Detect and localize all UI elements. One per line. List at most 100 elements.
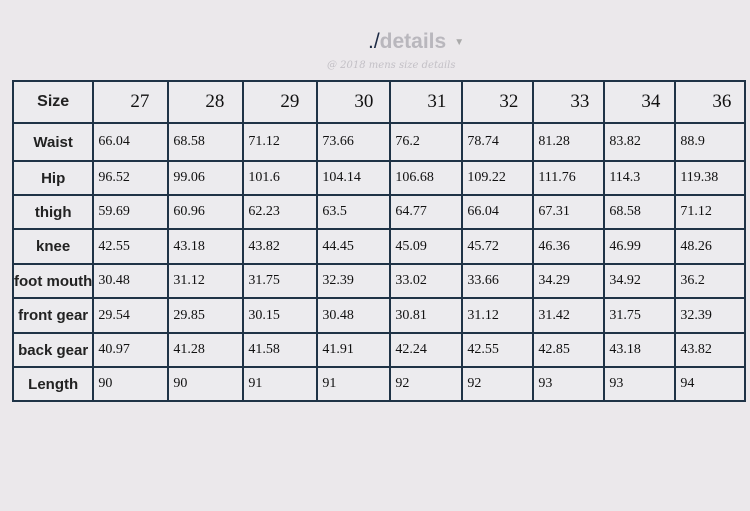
table-row: Hip 96.52 99.06 101.6 104.14 106.68 109.22 111.… (11, 160, 747, 196)
table-cell: 31.75 (603, 297, 677, 334)
table-cell: 33.02 (389, 263, 464, 299)
table-cell: 34.29 (532, 263, 606, 299)
table-cell: 78.74 (461, 122, 535, 162)
table-cell: 46.99 (603, 228, 677, 265)
table-header-row: Size 27 28 29 30 31 32 33 34 36 (11, 80, 747, 124)
table-cell: 60.96 (167, 194, 245, 230)
row-label: Hip (11, 160, 95, 196)
table-cell: 30.48 (316, 297, 392, 334)
table-cell: 30.81 (389, 297, 464, 334)
table-cell: 41.28 (167, 332, 245, 368)
table-cell: 92 (389, 366, 464, 402)
table-cell: 43.82 (674, 332, 747, 368)
table-cell: 119.38 (674, 160, 747, 196)
table-cell: 43.82 (242, 228, 319, 265)
table-cell: 29.85 (167, 297, 245, 334)
size-header: 27 (92, 80, 170, 124)
table-cell: 42.24 (389, 332, 464, 368)
table-cell: 92 (461, 366, 535, 402)
table-cell: 44.45 (316, 228, 392, 265)
table-cell: 62.23 (242, 194, 319, 230)
table-cell: 41.91 (316, 332, 392, 368)
table-cell: 31.75 (242, 263, 319, 299)
table-cell: 66.04 (461, 194, 535, 230)
table-cell: 93 (603, 366, 677, 402)
size-header: 30 (316, 80, 392, 124)
table-cell: 94 (674, 366, 747, 402)
table-row: back gear 40.97 41.28 41.58 41.91 42.24 42.55 4… (11, 332, 747, 368)
page-title: ./details ▼ (368, 30, 465, 53)
table-cell: 66.04 (92, 122, 170, 162)
table-cell: 31.12 (461, 297, 535, 334)
table-cell: 30.15 (242, 297, 319, 334)
table-cell: 43.18 (167, 228, 245, 265)
table-cell: 45.09 (389, 228, 464, 265)
table-cell: 42.55 (461, 332, 535, 368)
table-cell: 64.77 (389, 194, 464, 230)
table-cell: 96.52 (92, 160, 170, 196)
table-cell: 33.66 (461, 263, 535, 299)
table-row: Length 90 90 91 91 92 92 93 93 94 (11, 366, 747, 402)
table-cell: 45.72 (461, 228, 535, 265)
table-cell: 68.58 (603, 194, 677, 230)
table-cell: 90 (167, 366, 245, 402)
size-header: 36 (674, 80, 747, 124)
table-cell: 73.66 (316, 122, 392, 162)
table-cell: 91 (242, 366, 319, 402)
table-cell: 31.42 (532, 297, 606, 334)
row-label: back gear (11, 332, 95, 368)
table-cell: 46.36 (532, 228, 606, 265)
table-cell: 106.68 (389, 160, 464, 196)
table-cell: 109.22 (461, 160, 535, 196)
row-label: knee (11, 228, 95, 265)
size-header: 28 (167, 80, 245, 124)
table-cell: 68.58 (167, 122, 245, 162)
row-label: Waist (11, 122, 95, 162)
size-header: 29 (242, 80, 319, 124)
row-label: foot mouth (11, 263, 95, 299)
table-cell: 90 (92, 366, 170, 402)
table-cell: 42.55 (92, 228, 170, 265)
table-cell: 43.18 (603, 332, 677, 368)
size-header: 33 (532, 80, 606, 124)
table-cell: 41.58 (242, 332, 319, 368)
size-header: 34 (603, 80, 677, 124)
table-row: thigh 59.69 60.96 62.23 63.5 64.77 66.04 67.31 6… (11, 194, 747, 230)
table-cell: 30.48 (92, 263, 170, 299)
table-cell: 76.2 (389, 122, 464, 162)
table-cell: 81.28 (532, 122, 606, 162)
table-cell: 91 (316, 366, 392, 402)
table-cell: 67.31 (532, 194, 606, 230)
table-cell: 32.39 (316, 263, 392, 299)
table-cell: 104.14 (316, 160, 392, 196)
subtitle: @ 2018 mens size details (327, 60, 456, 71)
size-header: 32 (461, 80, 535, 124)
table-cell: 48.26 (674, 228, 747, 265)
table-cell: 36.2 (674, 263, 747, 299)
table-cell: 114.3 (603, 160, 677, 196)
table-cell: 29.54 (92, 297, 170, 334)
table-cell: 83.82 (603, 122, 677, 162)
table-cell: 93 (532, 366, 606, 402)
table-cell: 101.6 (242, 160, 319, 196)
row-label: thigh (11, 194, 95, 230)
table-cell: 32.39 (674, 297, 747, 334)
table-cell: 34.92 (603, 263, 677, 299)
table-row: front gear 29.54 29.85 30.15 30.48 30.81 31.12… (11, 297, 747, 334)
table-cell: 111.76 (532, 160, 606, 196)
table-cell: 42.85 (532, 332, 606, 368)
table-cell: 88.9 (674, 122, 747, 162)
row-label: front gear (11, 297, 95, 334)
table-cell: 31.12 (167, 263, 245, 299)
table-row: foot mouth 30.48 31.12 31.75 32.39 33.02 33.66… (11, 263, 747, 299)
table-cell: 71.12 (242, 122, 319, 162)
table-cell: 63.5 (316, 194, 392, 230)
table-cell: 71.12 (674, 194, 747, 230)
size-label: Size (11, 80, 95, 124)
size-header: 31 (389, 80, 464, 124)
size-chart-table: Size 27 28 29 30 31 32 33 34 36 Waist 66.04 68.58 71.… (11, 80, 747, 402)
table-row: knee 42.55 43.18 43.82 44.45 45.09 45.72 46.36 4… (11, 228, 747, 265)
table-cell: 99.06 (167, 160, 245, 196)
row-label: Length (11, 366, 95, 402)
table-cell: 59.69 (92, 194, 170, 230)
